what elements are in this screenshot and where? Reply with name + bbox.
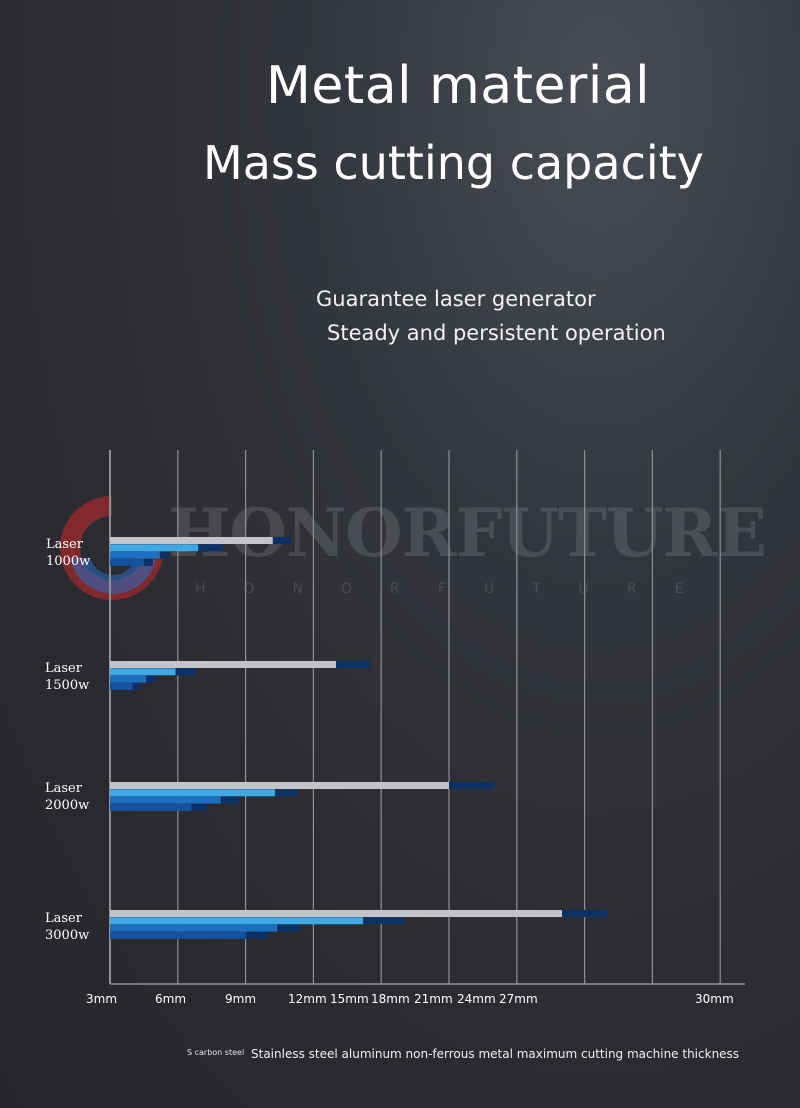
x-tick-label: 18mm — [371, 992, 410, 1006]
bar-carbon_steel — [110, 782, 449, 789]
laser-label-line2: 1000w — [46, 554, 91, 569]
bar-nonferrous — [110, 682, 133, 690]
laser-label-line1: Laser — [45, 911, 82, 926]
x-tick-label: 24mm — [457, 992, 496, 1006]
bar-extension-nonferrous — [132, 682, 140, 690]
bar-nonferrous — [110, 558, 144, 566]
legend-carbon-steel: S carbon steel — [187, 1048, 245, 1057]
laser-label-line2: 3000w — [45, 928, 90, 943]
bar-extension-carbon_steel — [562, 910, 608, 917]
bar-extension-aluminum — [277, 924, 300, 932]
bar-aluminum — [110, 924, 278, 932]
bar-extension-stainless_steel — [363, 917, 404, 925]
laser-label: Laser 3000w — [45, 910, 105, 944]
x-axis-label: Stainless steel aluminum non-ferrous met… — [251, 1047, 740, 1061]
laser-label: Laser 2000w — [45, 780, 105, 814]
bar-extension-stainless_steel — [175, 668, 196, 676]
bar-extension-aluminum — [159, 551, 169, 559]
bar-aluminum — [110, 796, 221, 804]
x-tick-label: 27mm — [499, 992, 538, 1006]
x-tick-label: 12mm — [288, 992, 327, 1006]
bar-carbon_steel — [110, 661, 336, 668]
laser-label-line2: 2000w — [45, 798, 90, 813]
x-tick-label: 3mm — [86, 992, 118, 1006]
title-line-1: Metal material — [266, 56, 651, 116]
bar-extension-carbon_steel — [336, 661, 370, 668]
bar-extension-carbon_steel — [272, 537, 291, 544]
bar-nonferrous — [110, 803, 192, 811]
bar-stainless_steel — [110, 789, 275, 797]
x-tick-label: 15mm — [330, 992, 369, 1006]
bar-extension-stainless_steel — [198, 544, 223, 552]
bar-carbon_steel — [110, 537, 273, 544]
bar-extension-aluminum — [146, 675, 156, 683]
bar-extension-nonferrous — [245, 931, 269, 939]
laser-label-line1: Laser — [46, 537, 83, 552]
bar-nonferrous — [110, 931, 246, 939]
bar-aluminum — [110, 551, 160, 559]
title-line-2: Mass cutting capacity — [203, 136, 704, 190]
x-tick-label: 30mm — [695, 992, 734, 1006]
bar-aluminum — [110, 675, 147, 683]
subtitle-line-2: Steady and persistent operation — [327, 321, 666, 345]
subtitle-line-1: Guarantee laser generator — [316, 287, 596, 311]
bar-stainless_steel — [110, 544, 199, 552]
watermark-brand: HONORFUTURE — [168, 494, 767, 572]
laser-label-line2: 1500w — [45, 678, 90, 693]
bar-carbon_steel — [110, 910, 562, 917]
bar-extension-nonferrous — [191, 803, 208, 811]
brand-logo-icon — [60, 496, 164, 600]
x-tick-label: 21mm — [414, 992, 453, 1006]
bar-stainless_steel — [110, 668, 176, 676]
bar-stainless_steel — [110, 917, 364, 925]
laser-label-line1: Laser — [45, 661, 82, 676]
bar-extension-stainless_steel — [274, 789, 298, 797]
watermark-sub: HONORFUTURE — [195, 581, 722, 597]
laser-label: Laser 1500w — [45, 660, 105, 694]
x-tick-label: 9mm — [225, 992, 257, 1006]
bar-extension-carbon_steel — [449, 782, 495, 789]
bar-extension-aluminum — [220, 796, 239, 804]
laser-label: Laser 1000w — [46, 536, 106, 570]
bar-extension-nonferrous — [143, 558, 153, 566]
laser-label-line1: Laser — [45, 781, 82, 796]
x-tick-label: 6mm — [155, 992, 187, 1006]
